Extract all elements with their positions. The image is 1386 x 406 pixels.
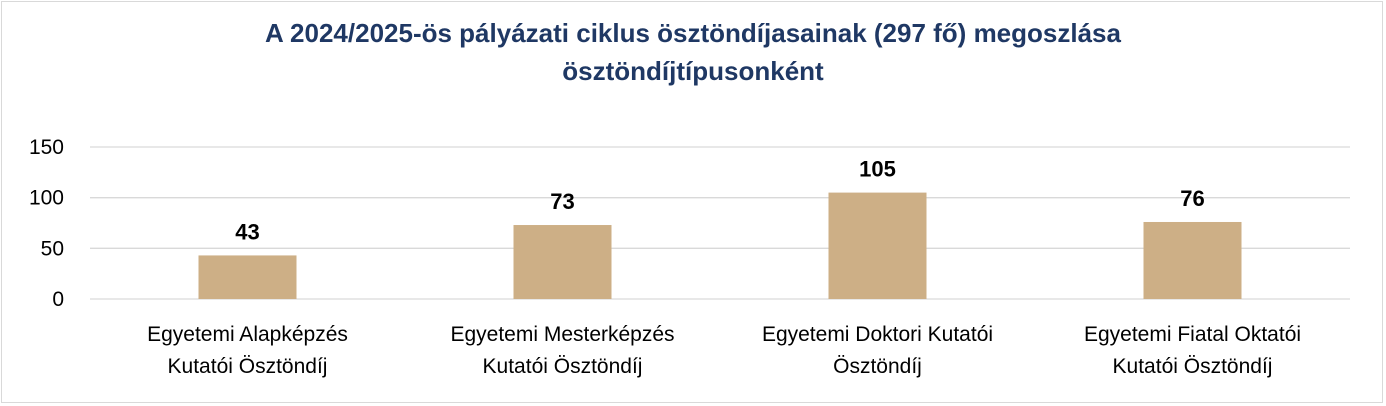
bar [1143, 221, 1242, 299]
bar [828, 192, 927, 299]
data-label: 73 [550, 189, 574, 214]
y-tick-label: 100 [29, 187, 64, 210]
category-labels: Egyetemi Alapképzés Kutatói Ösztöndíj Egye… [147, 323, 1301, 378]
data-label: 105 [859, 157, 896, 182]
x-tick-label: Egyetemi Doktori Kutatói [762, 323, 993, 346]
chart-title-line-2: ösztöndíjtípusonként [562, 56, 824, 86]
x-tick-label: Egyetemi Fiatal Oktatói [1084, 323, 1301, 346]
x-tick-label: Kutatói Ösztöndíj [168, 355, 328, 378]
data-label: 76 [1180, 186, 1204, 211]
x-tick-label: Egyetemi Mesterképzés [450, 323, 674, 346]
gridlines [90, 146, 1350, 300]
data-labels: 43 73 105 76 [235, 157, 1204, 245]
x-tick-label: Ösztöndíj [833, 355, 922, 378]
bar [513, 225, 612, 299]
x-tick-label: Egyetemi Alapképzés [147, 323, 348, 346]
y-tick-label: 150 [29, 136, 64, 159]
y-axis-ticks: 0 50 100 150 [29, 136, 64, 311]
chart-title-line-1: A 2024/2025-ös pályázati ciklus ösztöndí… [265, 18, 1121, 48]
y-tick-label: 0 [52, 288, 64, 311]
x-tick-label: Kutatói Ösztöndíj [1113, 355, 1273, 378]
bars [198, 192, 1242, 299]
bar [198, 255, 297, 299]
x-tick-label: Kutatói Ösztöndíj [483, 355, 643, 378]
y-tick-label: 50 [41, 237, 64, 260]
data-label: 43 [235, 219, 259, 244]
chart-title: A 2024/2025-ös pályázati ciklus ösztöndí… [0, 14, 1386, 90]
